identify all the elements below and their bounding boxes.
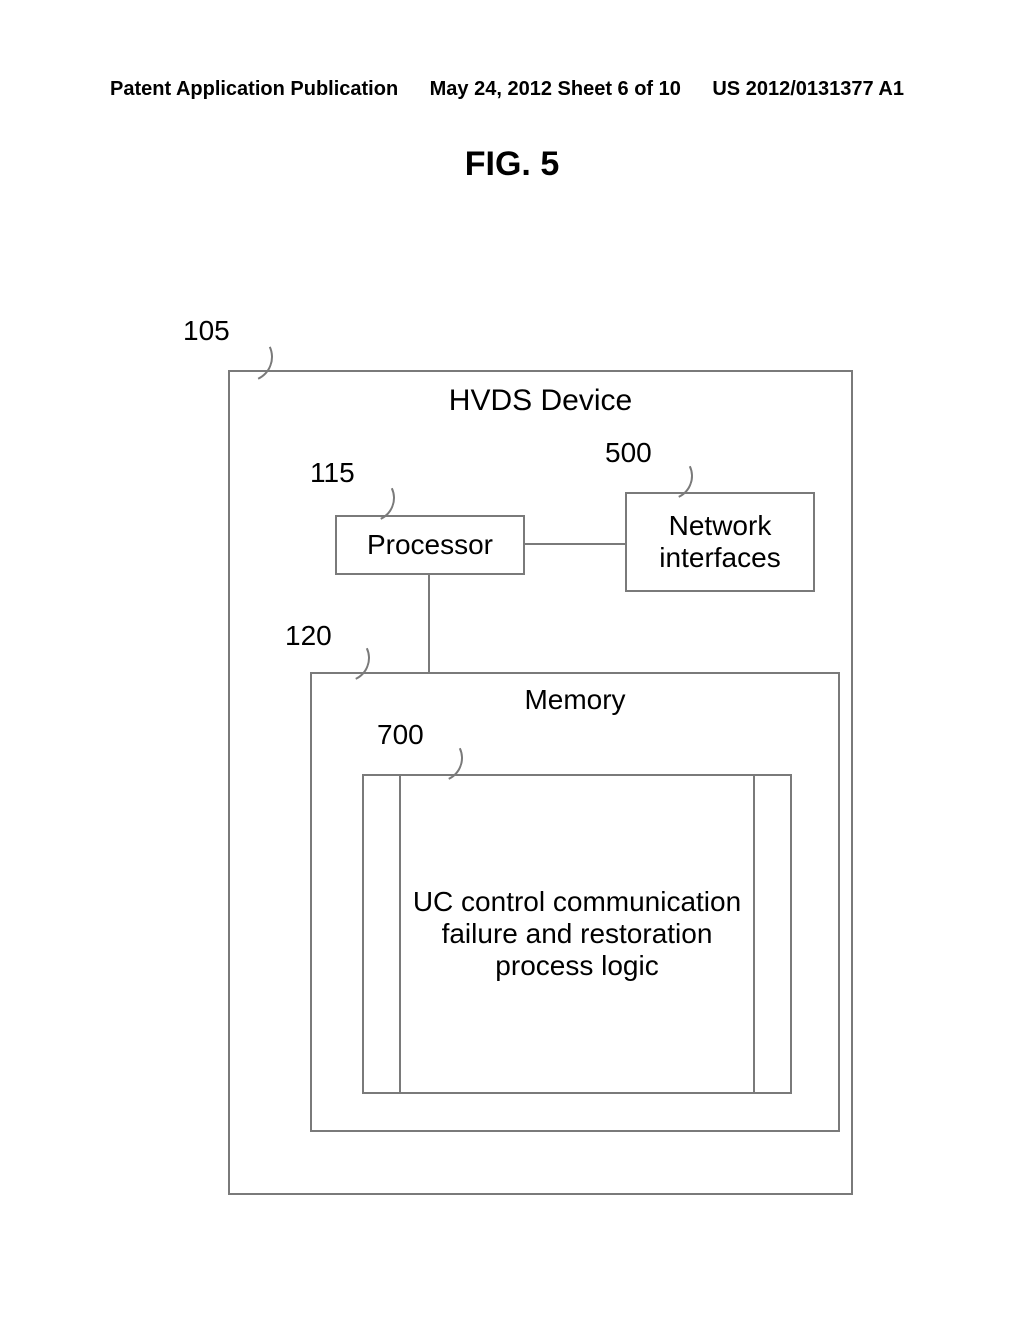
ref-label-500: 500: [605, 437, 652, 469]
memory-title: Memory: [312, 684, 838, 716]
network-interfaces-label: Network interfaces: [659, 510, 780, 574]
patent-header: Patent Application Publication May 24, 2…: [0, 78, 1024, 101]
figure-label: FIG. 5: [0, 145, 1024, 184]
box-uc-logic: UC control communication failure and res…: [362, 774, 792, 1094]
header-right: US 2012/0131377 A1: [712, 78, 904, 101]
uc-logic-label: UC control communication failure and res…: [394, 886, 760, 982]
processor-label: Processor: [367, 529, 493, 561]
header-center: May 24, 2012 Sheet 6 of 10: [430, 78, 681, 101]
ref-label-115: 115: [310, 457, 355, 489]
box-hvds-device: HVDS Device 115 Processor 500 Network in…: [228, 370, 853, 1195]
ref-label-105: 105: [183, 315, 230, 347]
box-network-interfaces: Network interfaces: [625, 492, 815, 592]
box-memory: Memory 700 UC control communication fail…: [310, 672, 840, 1132]
connector-processor-network: [525, 543, 625, 545]
diagram-fig5: 105 HVDS Device 115 Processor 500 Networ…: [183, 370, 853, 1190]
header-left: Patent Application Publication: [110, 78, 398, 101]
connector-processor-memory: [428, 575, 430, 672]
box-processor: Processor: [335, 515, 525, 575]
box-hvds-title: HVDS Device: [230, 384, 851, 418]
